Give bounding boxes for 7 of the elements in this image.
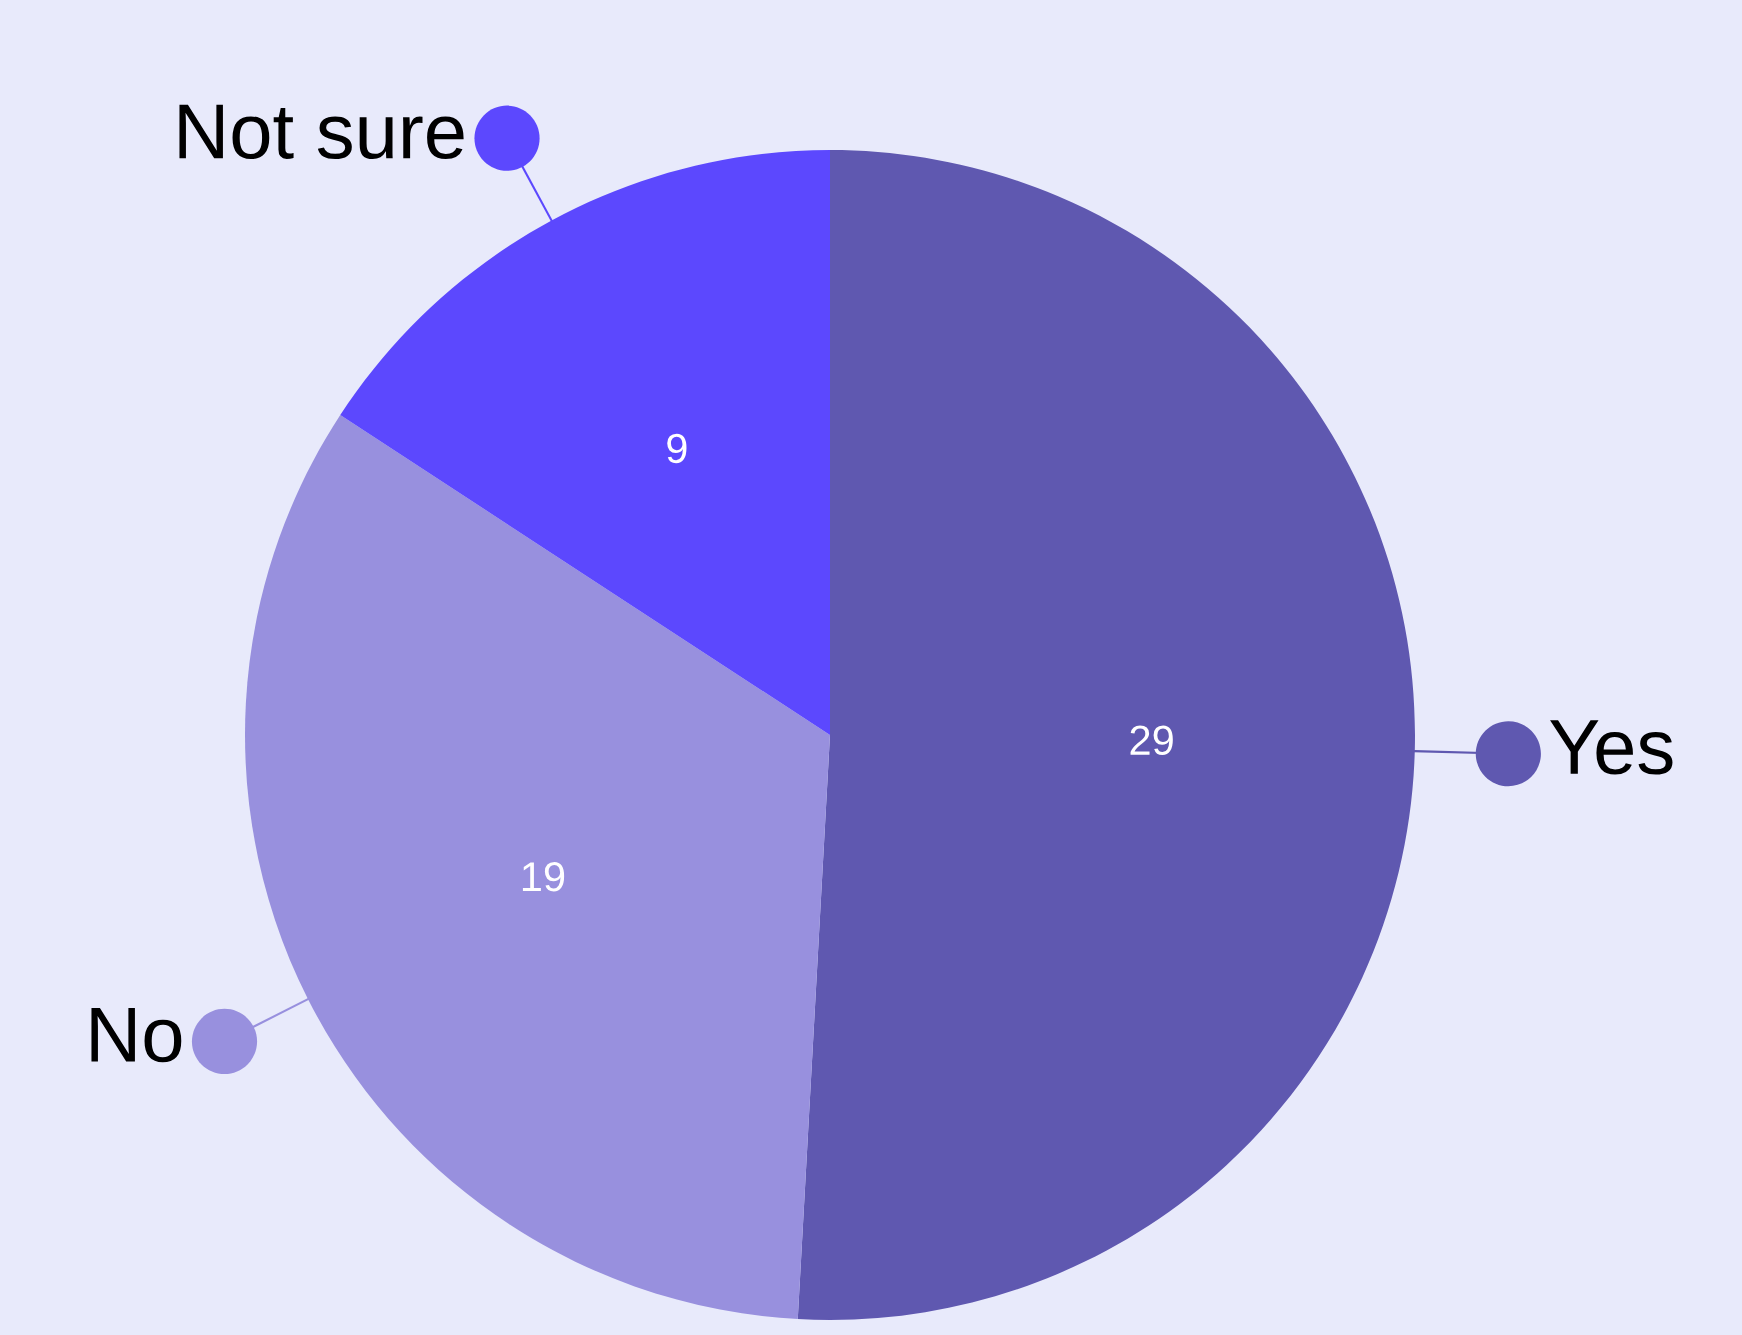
- pie-slice: [245, 415, 830, 1320]
- data-label: 19: [522, 861, 565, 892]
- legend-label: Not sure: [179, 104, 464, 160]
- legend-label: No: [91, 1008, 182, 1063]
- data-label: 29: [1130, 725, 1173, 756]
- slice-label: Yes: [1550, 720, 1673, 775]
- data-label: 9: [667, 433, 687, 464]
